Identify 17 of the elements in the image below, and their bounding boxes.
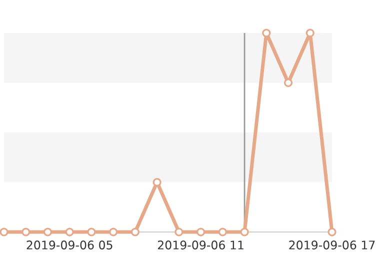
point	[240, 228, 249, 236]
x-tick-label: 2019-09-06 17	[289, 240, 375, 250]
point	[87, 228, 96, 236]
point	[22, 228, 30, 236]
point	[130, 228, 140, 236]
point	[262, 28, 271, 38]
point	[328, 228, 336, 236]
x-tick-label: 2019-09-06 11	[158, 240, 244, 250]
point	[0, 228, 8, 236]
point	[218, 228, 227, 236]
point	[306, 28, 314, 38]
point	[196, 228, 206, 236]
x-tick-label: 2019-09-06 05	[26, 240, 112, 250]
point	[174, 228, 184, 236]
point	[43, 228, 52, 236]
point	[65, 228, 74, 236]
point	[109, 228, 118, 236]
